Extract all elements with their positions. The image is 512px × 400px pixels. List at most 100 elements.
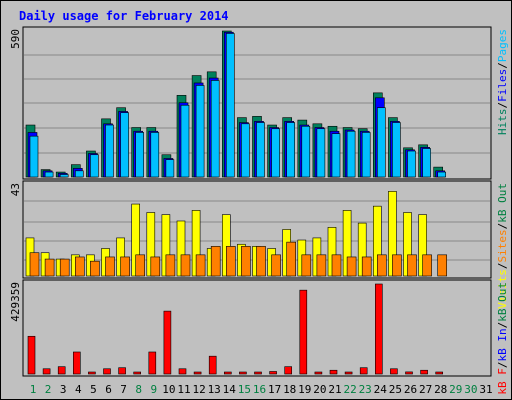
requests-legend-item-4: Pages [496,29,509,62]
bar-kb-f-day-15 [239,371,247,375]
visitors-legend: Visits/Sites/kB Out [496,183,509,309]
bar-sites-day-22 [346,256,357,277]
visitors-legend-item-4: kB Out [496,183,509,223]
bar-pages-day-15 [241,123,250,178]
bar-sites-day-5 [90,260,100,277]
bar-kb-f-day-11 [178,368,187,375]
visitors-legend-item-3: / [496,223,509,230]
kbytes-legend-item-2: kB In [496,328,509,361]
bar-pages-day-6 [105,124,114,178]
bar-pages-day-19 [301,125,311,178]
bar-sites-day-26 [407,254,417,277]
bar-kb-f-day-17 [269,371,277,375]
requests-legend-item-0: Hits [496,109,509,136]
bar-sites-day-27 [422,254,432,277]
bar-sites-day-15 [241,246,251,277]
requests-legend-item-2: Files [496,69,509,102]
bar-pages-day-1 [29,135,39,178]
bar-kb-f-day-26 [405,371,413,375]
visitors-legend-item-1: / [496,263,509,270]
day-label-16: 16 [253,383,266,396]
bar-pages-day-23 [361,132,371,178]
day-label-1: 1 [30,383,37,396]
visitors-legend-item-2: Sites [496,229,509,262]
day-label-31: 31 [479,383,492,396]
bar-sites-day-18 [286,241,297,277]
bar-kb-f-day-7 [118,367,126,375]
bar-kb-f-day-16 [254,371,262,375]
day-label-2: 2 [45,383,52,396]
visitors-max-label: 43 [9,183,22,196]
bar-kb-f-day-5 [88,371,96,375]
bar-sites-day-3 [59,258,70,277]
requests-legend-item-1: / [496,102,509,109]
day-label-28: 28 [434,383,447,396]
day-label-24: 24 [374,383,388,396]
bar-kb-f-day-22 [344,371,353,375]
day-label-8: 8 [135,383,142,396]
bar-pages-day-18 [286,122,296,178]
bar-pages-day-3 [59,174,69,178]
day-label-26: 26 [404,383,417,396]
bar-pages-day-10 [165,159,175,178]
day-label-3: 3 [60,383,67,396]
bar-kb-f-day-8 [133,371,141,375]
bar-sites-day-12 [195,254,206,277]
bar-kb-f-day-28 [435,371,444,375]
bar-kb-f-day-6 [103,368,111,375]
bar-sites-day-14 [226,246,236,277]
requests-legend-item-3: / [496,62,509,69]
bar-kb-f-day-25 [390,368,398,375]
bar-sites-day-2 [44,258,55,277]
day-label-18: 18 [283,383,296,396]
bar-pages-day-5 [90,154,99,178]
day-label-5: 5 [90,383,97,396]
bar-sites-day-17 [271,254,281,277]
chart-title: Daily usage for February 2014 [19,9,229,23]
bar-sites-day-9 [150,256,161,277]
kbytes-max-label: 429359 [9,282,22,322]
day-label-20: 20 [313,383,326,396]
day-label-10: 10 [162,383,175,396]
day-label-17: 17 [268,383,281,396]
day-label-13: 13 [208,383,221,396]
bar-pages-day-8 [135,132,144,178]
day-label-25: 25 [389,383,402,396]
bar-sites-day-20 [316,254,327,277]
bar-pages-day-20 [316,128,326,178]
bar-sites-day-7 [120,256,130,277]
day-label-30: 30 [464,383,477,396]
day-label-15: 15 [238,383,251,396]
bar-sites-day-19 [301,254,312,277]
day-label-4: 4 [75,383,82,396]
bar-sites-day-4 [75,256,85,277]
bar-sites-day-28 [437,254,448,277]
kbytes-legend-item-1: / [496,362,509,369]
bar-pages-day-13 [210,80,220,178]
bar-sites-day-23 [361,256,372,277]
day-label-29: 29 [449,383,462,396]
bar-pages-day-22 [346,130,356,178]
bar-kb-f-day-10 [163,310,172,375]
bar-kb-f-day-12 [193,371,202,375]
bar-kb-f-day-24 [374,283,383,375]
bar-kb-f-day-19 [299,289,308,375]
day-label-23: 23 [359,383,372,396]
bar-sites-day-10 [165,254,176,277]
day-label-6: 6 [105,383,112,396]
bar-pages-day-24 [376,107,386,178]
kbytes-panel [22,279,492,377]
day-label-21: 21 [328,383,341,396]
requests-max-label: 590 [9,29,22,49]
kbytes-legend-item-0: kB F [496,368,509,395]
bar-pages-day-16 [256,122,265,178]
bar-pages-day-7 [120,112,129,178]
day-label-11: 11 [177,383,190,396]
day-label-27: 27 [419,383,432,396]
bar-kb-f-day-21 [329,369,338,375]
bar-kb-f-day-1 [27,335,36,375]
bar-pages-day-26 [407,150,416,178]
bar-pages-day-12 [195,85,205,178]
day-label-9: 9 [150,383,157,396]
bar-sites-day-1 [29,252,40,277]
